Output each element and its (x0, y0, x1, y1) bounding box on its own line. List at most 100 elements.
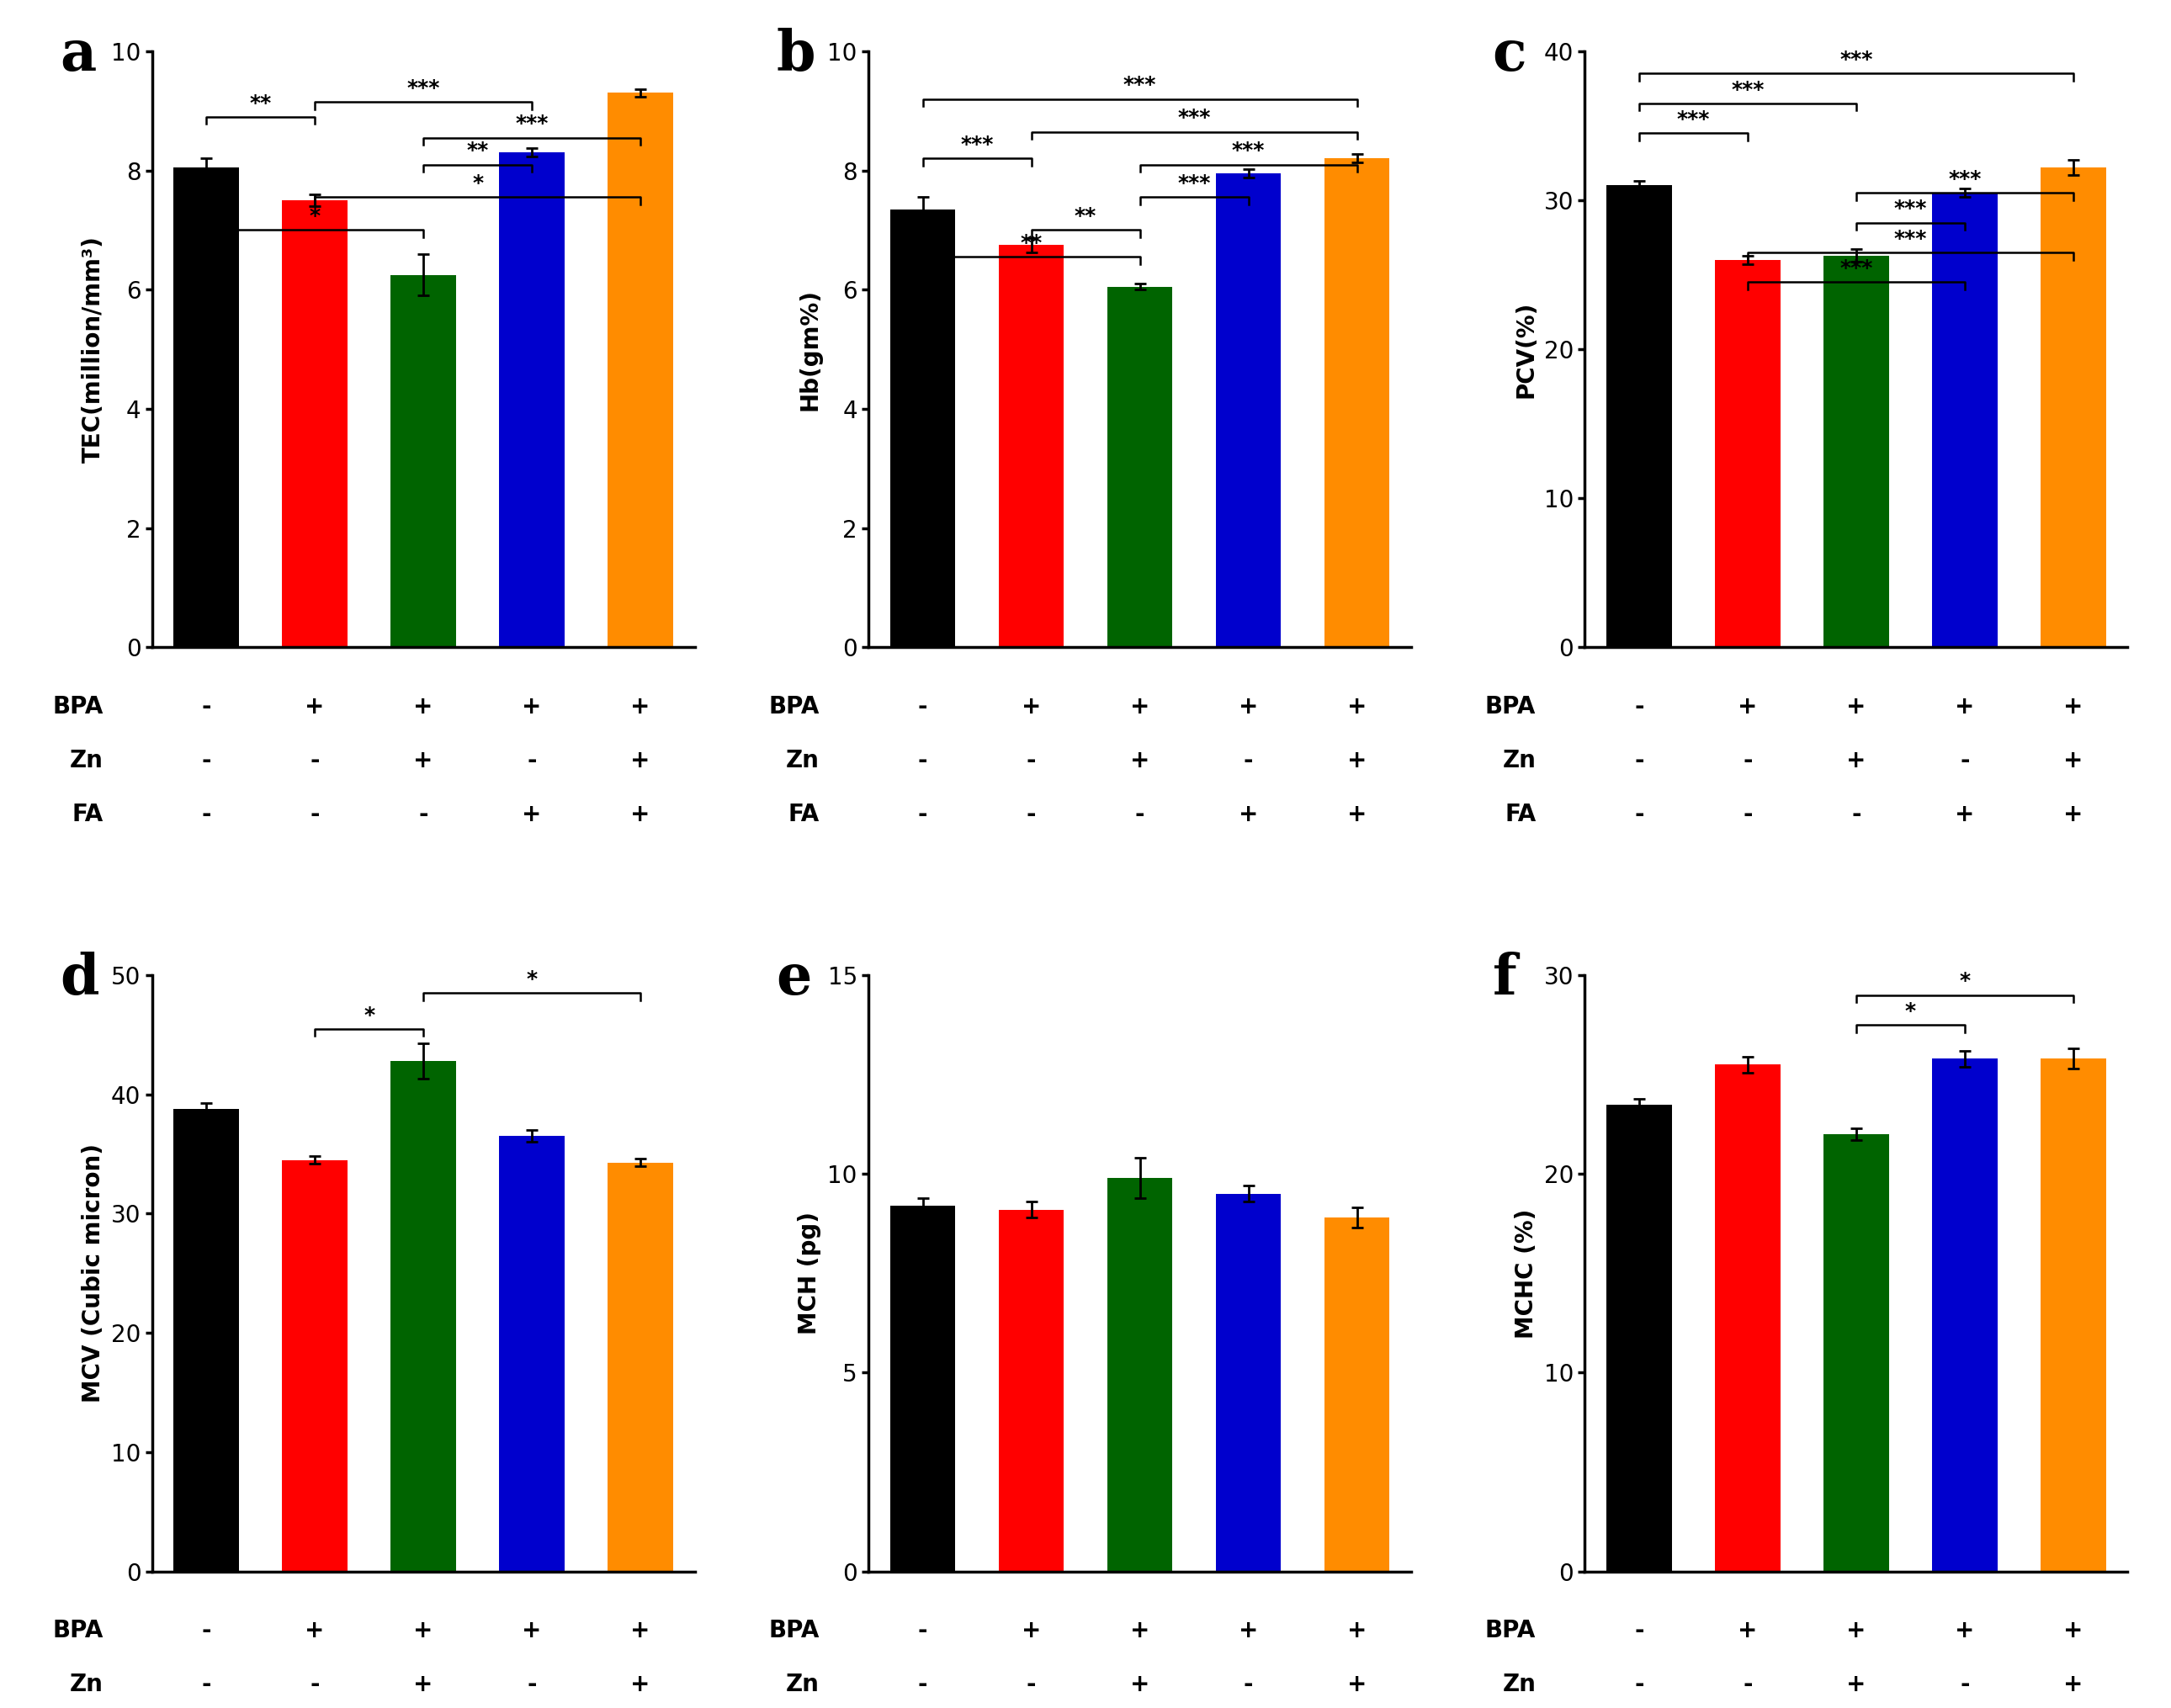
Bar (1715, 1064, 1780, 1571)
Bar (1715, 260, 1780, 647)
Text: BPA: BPA (769, 695, 821, 719)
Text: ***: *** (1893, 229, 1928, 249)
Text: ***: *** (1947, 169, 1982, 190)
Bar (1824, 1134, 1889, 1571)
Text: +: + (1237, 1619, 1259, 1643)
Y-axis label: MCH (pg): MCH (pg) (799, 1213, 821, 1334)
Text: +: + (412, 1619, 434, 1643)
Text: -: - (1027, 803, 1036, 827)
Text: +: + (1845, 695, 1867, 719)
Text: -: - (1635, 1619, 1643, 1643)
Text: -: - (918, 695, 927, 719)
Text: +: + (630, 748, 651, 772)
Text: BPA: BPA (52, 695, 104, 719)
Text: -: - (310, 1672, 319, 1696)
Text: +: + (2062, 1619, 2084, 1643)
Text: -: - (1027, 748, 1036, 772)
Text: -: - (1635, 748, 1643, 772)
Text: Zn: Zn (69, 748, 104, 772)
Text: +: + (1129, 1619, 1151, 1643)
Text: +: + (1954, 803, 1976, 827)
Text: ***: *** (1839, 50, 1874, 70)
Text: BPA: BPA (1485, 1619, 1535, 1643)
Text: **: ** (467, 140, 488, 161)
Text: Zn: Zn (1502, 748, 1535, 772)
Text: -: - (918, 748, 927, 772)
Bar (1216, 174, 1281, 647)
Text: ***: *** (960, 135, 994, 155)
Text: +: + (1954, 695, 1976, 719)
Text: -: - (1244, 748, 1253, 772)
Text: **: ** (250, 92, 271, 113)
Bar (1607, 1105, 1672, 1571)
Text: +: + (412, 748, 434, 772)
Text: +: + (1346, 695, 1368, 719)
Text: **: ** (1020, 232, 1042, 253)
Bar (608, 92, 673, 647)
Text: -: - (1027, 1672, 1036, 1696)
Text: +: + (1346, 803, 1368, 827)
Text: FA: FA (788, 803, 821, 827)
Text: -: - (202, 1619, 211, 1643)
Text: ***: *** (1676, 109, 1711, 130)
Text: +: + (1237, 803, 1259, 827)
Text: +: + (1346, 748, 1368, 772)
Text: a: a (61, 27, 96, 82)
Text: *: * (1904, 1001, 1917, 1021)
Bar (499, 1136, 564, 1571)
Text: +: + (521, 1619, 543, 1643)
Bar (890, 1206, 955, 1571)
Text: *: * (1958, 972, 1971, 992)
Y-axis label: MCHC (%): MCHC (%) (1515, 1208, 1537, 1339)
Text: +: + (2062, 803, 2084, 827)
Bar (1824, 256, 1889, 647)
Text: ***: *** (515, 114, 549, 135)
Text: -: - (1635, 695, 1643, 719)
Text: +: + (630, 695, 651, 719)
Bar (1324, 159, 1389, 647)
Text: -: - (1635, 1672, 1643, 1696)
Text: +: + (304, 695, 326, 719)
Text: -: - (202, 748, 211, 772)
Text: ***: *** (1730, 80, 1765, 99)
Text: **: ** (1075, 207, 1096, 227)
Text: +: + (521, 695, 543, 719)
Bar (1932, 1059, 1997, 1571)
Text: +: + (521, 803, 543, 827)
Text: +: + (1129, 748, 1151, 772)
Text: -: - (1960, 1672, 1969, 1696)
Text: ***: *** (1893, 198, 1928, 219)
Text: ***: *** (1177, 174, 1211, 193)
Text: Zn: Zn (786, 748, 821, 772)
Text: +: + (1845, 1619, 1867, 1643)
Text: ***: *** (1177, 108, 1211, 128)
Text: +: + (1954, 1619, 1976, 1643)
Text: -: - (918, 803, 927, 827)
Text: ***: *** (406, 79, 441, 99)
Text: e: e (777, 951, 812, 1006)
Bar (1107, 287, 1172, 647)
Text: +: + (2062, 695, 2084, 719)
Text: Zn: Zn (69, 1672, 104, 1696)
Bar (1216, 1194, 1281, 1571)
Text: -: - (1244, 1672, 1253, 1696)
Text: +: + (1020, 1619, 1042, 1643)
Text: +: + (1845, 1672, 1867, 1696)
Text: -: - (1960, 748, 1969, 772)
Text: -: - (918, 1672, 927, 1696)
Bar (608, 1163, 673, 1571)
Text: -: - (202, 695, 211, 719)
Text: +: + (1346, 1619, 1368, 1643)
Text: FA: FA (72, 803, 104, 827)
Bar (174, 1108, 239, 1571)
Text: +: + (412, 695, 434, 719)
Text: BPA: BPA (52, 1619, 104, 1643)
Bar (1324, 1218, 1389, 1571)
Text: *: * (471, 174, 484, 193)
Text: BPA: BPA (769, 1619, 821, 1643)
Text: d: d (61, 951, 100, 1006)
Text: -: - (1852, 803, 1861, 827)
Text: +: + (1237, 695, 1259, 719)
Text: ***: *** (1839, 258, 1874, 278)
Text: +: + (412, 1672, 434, 1696)
